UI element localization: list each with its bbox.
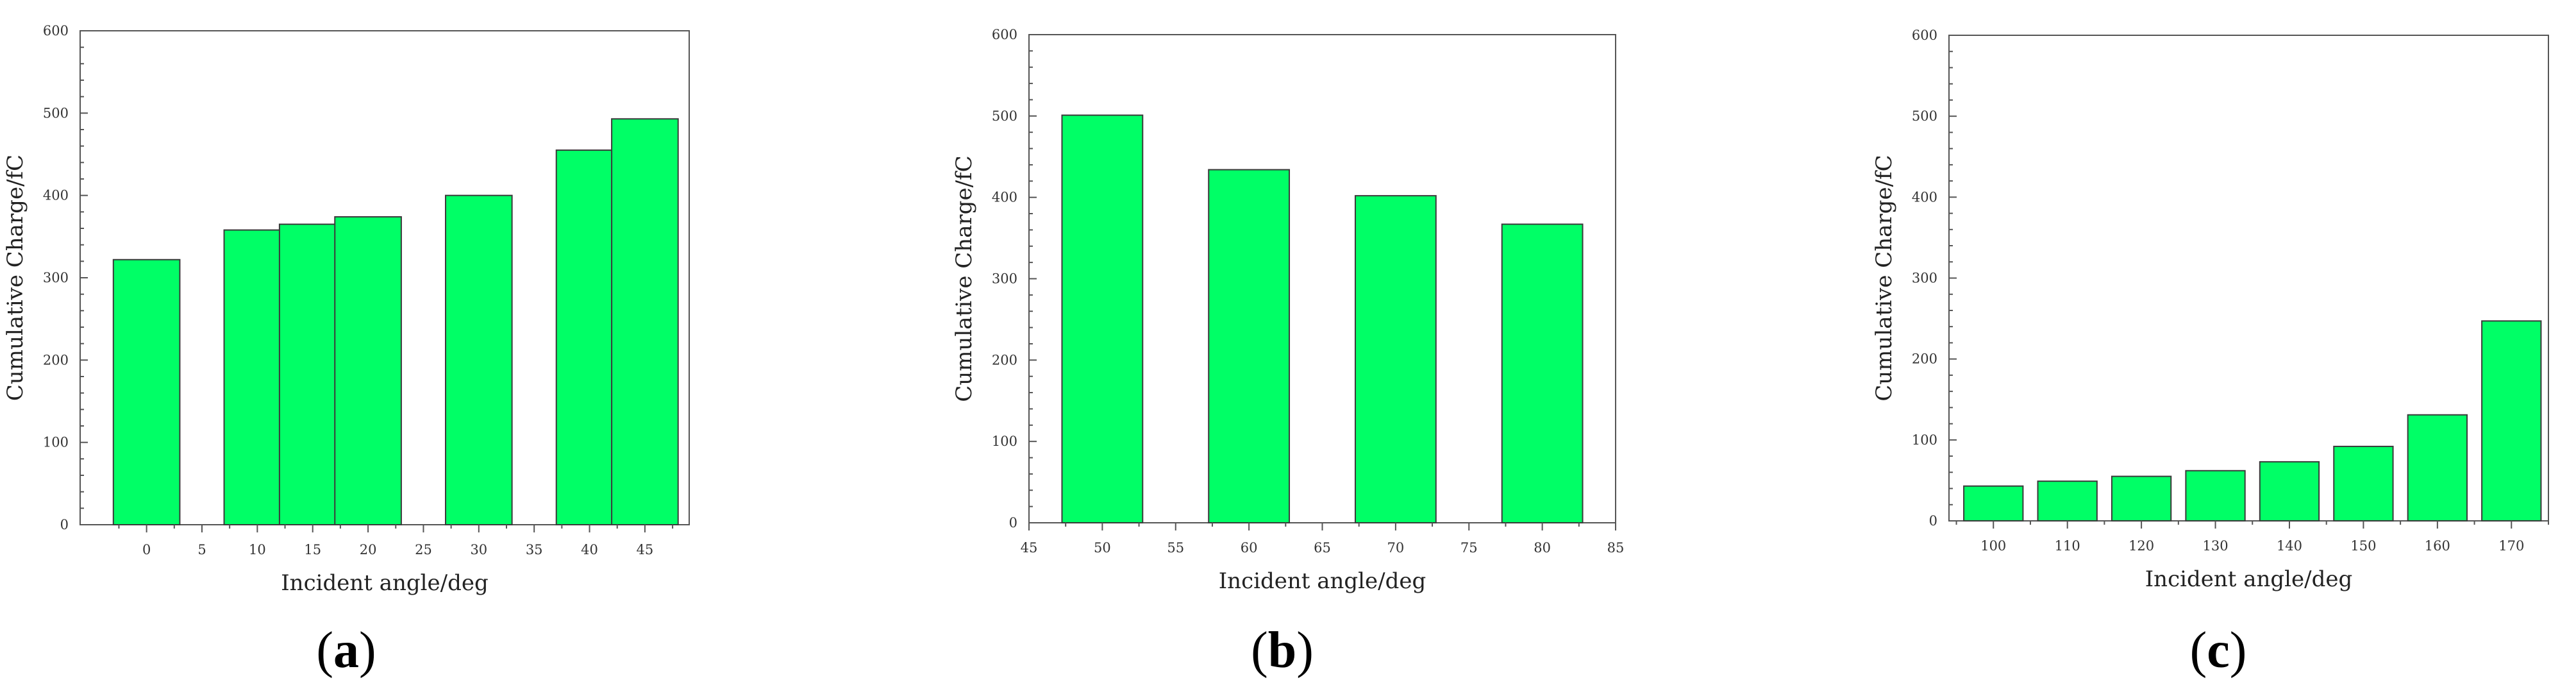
chart-panel-c: 0 100 200 300 400 500 600 100 110 120 130 140 150 160… [1871, 28, 2549, 679]
x-axis-title: Incident angle/deg [1219, 568, 1426, 594]
y-tick-label: 200 [43, 352, 69, 368]
y-tick-label: 500 [43, 105, 69, 121]
bar-160 [2407, 414, 2468, 522]
y-tick-label: 300 [1912, 271, 1937, 286]
y-tick-label: 200 [992, 352, 1017, 368]
x-tick-label: 30 [470, 542, 487, 557]
x-tick-label: 10 [249, 542, 266, 557]
chart-panel-a: 0 100 200 300 400 500 600 0 5 10 15 20 25 30 35 40 45 Inc… [3, 23, 690, 679]
y-tick-label: 0 [60, 517, 69, 532]
x-tick-label: 85 [1607, 540, 1625, 556]
bar-110 [2037, 480, 2098, 522]
bar-100 [1963, 485, 2024, 522]
bar-140 [2259, 461, 2320, 522]
bar-60 [1208, 169, 1291, 523]
panel-label: (a) [316, 622, 376, 679]
x-tick-label: 170 [2498, 538, 2524, 554]
x-tick-label: 50 [1094, 540, 1111, 556]
x-tick-label: 25 [415, 542, 432, 557]
y-tick-label: 200 [1912, 352, 1937, 367]
y-tick-label: 0 [1929, 513, 1937, 529]
y-tick-label: 500 [1912, 108, 1937, 124]
x-tick-label: 60 [1241, 540, 1258, 556]
x-tick-label: 70 [1387, 540, 1405, 556]
y-tick-label: 600 [992, 27, 1017, 42]
x-axis-title: Incident angle/deg [2145, 566, 2353, 592]
x-tick-label: 110 [2055, 538, 2080, 554]
x-tick-label: 150 [2350, 538, 2376, 554]
y-tick-label: 400 [43, 188, 69, 203]
x-tick-label: 130 [2203, 538, 2229, 554]
x-tick-label: 120 [2129, 538, 2154, 554]
y-tick-label: 500 [992, 108, 1017, 124]
y-axis-title: Cumulative Charge/fC [1871, 155, 1897, 401]
bar-30 [445, 194, 513, 525]
bar-45 [611, 118, 679, 526]
y-tick-label: 300 [43, 270, 69, 285]
panel-label: (b) [1251, 622, 1314, 679]
y-tick-label: 100 [992, 434, 1017, 449]
x-tick-label: 5 [197, 542, 206, 557]
y-tick-label: 400 [1912, 189, 1937, 205]
bar-170 [2481, 320, 2542, 522]
bar-20 [334, 216, 402, 525]
y-axis-title: Cumulative Charge/fC [951, 155, 977, 402]
x-tick-label: 35 [526, 542, 543, 557]
y-tick-label: 400 [992, 190, 1017, 205]
x-tick-label: 65 [1314, 540, 1331, 556]
x-tick-label: 15 [304, 542, 321, 557]
x-tick-label: 55 [1167, 540, 1184, 556]
bar-120 [2111, 475, 2172, 522]
bar-50 [1061, 114, 1144, 523]
x-tick-label: 80 [1534, 540, 1551, 556]
y-tick-label: 0 [1009, 515, 1017, 530]
y-tick-label: 300 [992, 271, 1017, 287]
bar-0 [112, 259, 181, 525]
x-axis-title: Incident angle/deg [281, 570, 489, 596]
bar-80 [1501, 223, 1584, 523]
y-axis-title: Cumulative Charge/fC [3, 155, 28, 401]
x-tick-label: 0 [142, 542, 151, 557]
y-tick-label: 100 [43, 435, 69, 450]
x-tick-label: 20 [360, 542, 377, 557]
x-tick-label: 160 [2425, 538, 2450, 554]
bar-150 [2333, 445, 2394, 522]
bar-130 [2185, 470, 2246, 522]
y-tick-label: 100 [1912, 432, 1937, 448]
y-tick-label: 600 [1912, 28, 1937, 43]
x-tick-label: 45 [637, 542, 654, 557]
x-tick-label: 75 [1460, 540, 1478, 556]
x-tick-label: 100 [1980, 538, 2006, 554]
x-tick-label: 45 [1021, 540, 1038, 556]
chart-panel-b: 0 100 200 300 400 500 600 45 50 55 60 65 70 75 80 85 Inc… [951, 27, 1624, 679]
x-tick-label: 40 [581, 542, 598, 557]
y-tick-label: 600 [43, 23, 69, 38]
panel-label: (c) [2190, 622, 2247, 679]
bar-70 [1354, 195, 1437, 523]
x-tick-label: 140 [2277, 538, 2302, 554]
